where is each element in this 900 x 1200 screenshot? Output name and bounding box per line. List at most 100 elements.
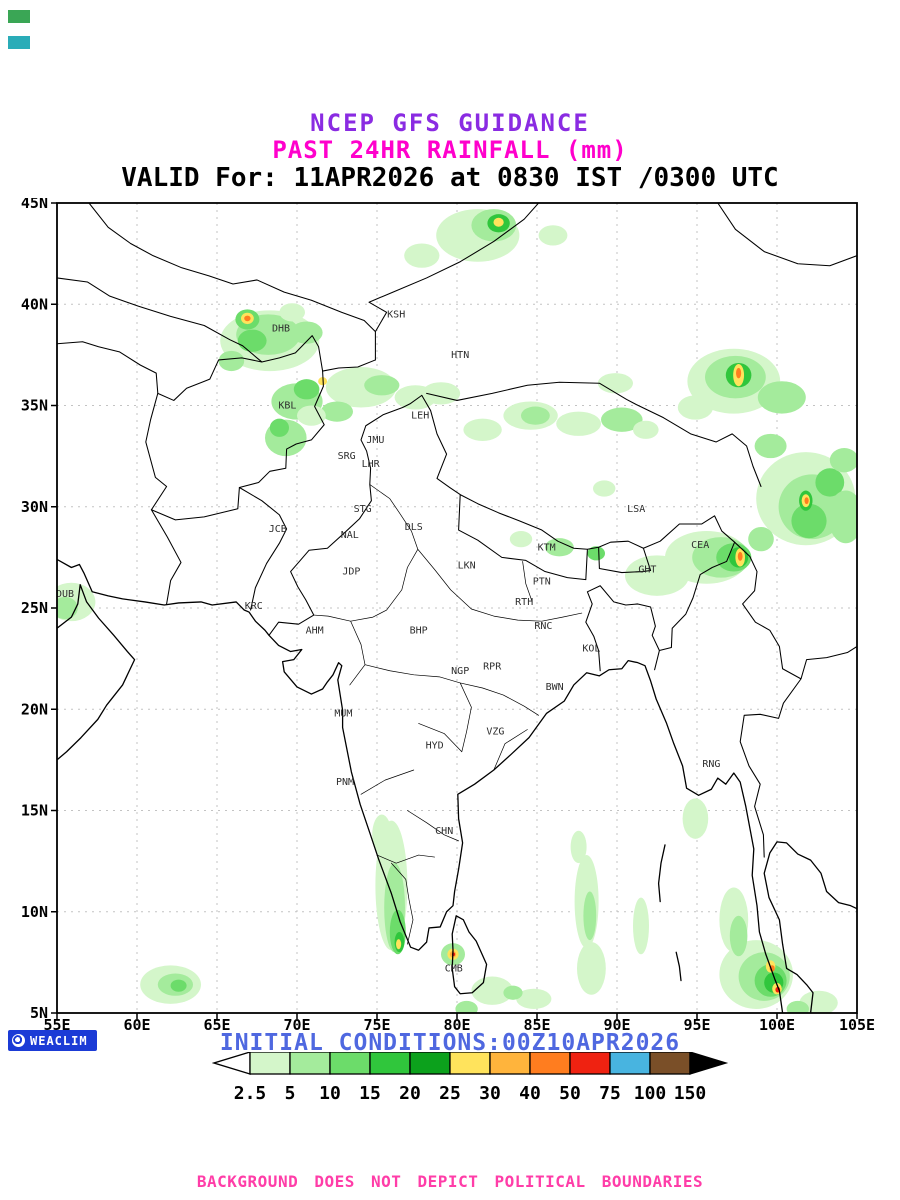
rain-patch xyxy=(237,329,267,352)
rain-patch xyxy=(570,830,587,864)
station-label-dub: DUB xyxy=(56,589,74,600)
station-label-ngp: NGP xyxy=(451,666,469,677)
legend-label: 20 xyxy=(399,1083,421,1104)
color-chip-2 xyxy=(8,36,30,49)
legend-label: 30 xyxy=(479,1083,501,1104)
station-label-kbl: KBL xyxy=(278,401,296,412)
axis-layer: 55E 60E 65E 70E 75E 80E 85E 90E 95E 100E 105E 5N 10N… xyxy=(21,198,875,1034)
coastline-path xyxy=(659,845,681,981)
station-label-rnc: RNC xyxy=(534,621,552,632)
rain-patch xyxy=(577,942,606,995)
rain-patch xyxy=(829,448,857,473)
axis-label-x: 60E xyxy=(123,1016,150,1034)
rain-patch xyxy=(297,405,326,426)
station-label-ptn: PTN xyxy=(533,577,551,588)
weaclim-globe-icon xyxy=(12,1034,25,1047)
station-label-rth: RTH xyxy=(515,597,533,608)
axis-label-x: 100E xyxy=(759,1016,795,1034)
axis-label-x: 105E xyxy=(839,1016,875,1034)
station-label-ght: GHT xyxy=(638,565,656,576)
axis-label-y: 30N xyxy=(21,498,48,516)
axis-label-y: 40N xyxy=(21,295,48,313)
rain-patch xyxy=(587,546,605,561)
station-label-lkn: LKN xyxy=(458,560,476,571)
station-label-htn: HTN xyxy=(451,350,469,361)
legend-label: 2.5 xyxy=(234,1083,267,1104)
rain-patch xyxy=(521,406,550,425)
coastline-path xyxy=(57,585,135,760)
rain-patch xyxy=(404,243,440,268)
station-label-jcb: JCB xyxy=(269,524,287,535)
station-label-vzg: VZG xyxy=(486,727,504,738)
legend-label: 100 xyxy=(634,1083,667,1104)
rain-patch xyxy=(583,891,597,941)
legend-label: 75 xyxy=(599,1083,621,1104)
product-title: NCEP GFS GUIDANCE xyxy=(310,109,590,137)
color-chip-1 xyxy=(8,10,30,23)
rain-patch xyxy=(493,217,504,227)
rain-patch xyxy=(737,551,743,561)
station-label-chn: CHN xyxy=(435,826,453,837)
station-label-dhb: DHB xyxy=(272,324,290,335)
station-layer: KSH DHB HTN KBL LEH JMU SRG LHR STG JCB NAL DLS KTM L… xyxy=(56,309,720,974)
basemap-lines-layer xyxy=(57,203,857,1013)
axis-label-x: 55E xyxy=(43,1016,70,1034)
legend-label: 50 xyxy=(559,1083,581,1104)
station-label-ksh: KSH xyxy=(387,309,405,320)
rain-patch xyxy=(244,315,251,322)
station-label-krc: KRC xyxy=(245,601,263,612)
disclaimer-text: BACKGROUND DOES NOT DEPICT POLITICAL BOU… xyxy=(196,1172,704,1191)
legend-cell xyxy=(489,1052,531,1075)
coastline-path xyxy=(57,559,783,1013)
station-label-cmb: CMB xyxy=(445,963,463,974)
country-border-path xyxy=(57,342,181,604)
legend-cell xyxy=(329,1052,371,1075)
axis-label-x: 85E xyxy=(523,1016,550,1034)
rain-patch xyxy=(290,321,323,344)
rain-patch xyxy=(364,375,400,396)
station-label-srg: SRG xyxy=(338,451,356,462)
country-border-path xyxy=(586,586,660,671)
valid-time: VALID For: 11APR2026 at 0830 IST /0300 U… xyxy=(121,162,779,193)
station-label-mum: MUM xyxy=(334,708,352,719)
rain-patch xyxy=(601,407,643,432)
country-border-path xyxy=(422,395,735,579)
station-label-jmu: JMU xyxy=(366,435,384,446)
rain-patch xyxy=(545,538,574,557)
axis-label-y: 20N xyxy=(21,700,48,718)
country-border-path xyxy=(57,203,857,362)
legend-label: 25 xyxy=(439,1083,461,1104)
station-label-lhr: LHR xyxy=(362,459,381,470)
rainfall-shading-layer xyxy=(57,209,857,1013)
rain-patch xyxy=(170,979,187,992)
rain-patch xyxy=(633,420,659,439)
axis-label-y: 10N xyxy=(21,903,48,921)
rain-patch xyxy=(682,798,709,839)
station-label-pnm: PNM xyxy=(336,777,354,788)
station-label-leh: LEH xyxy=(411,411,429,422)
legend-cell xyxy=(369,1052,411,1075)
legend-cell xyxy=(289,1052,331,1075)
coastline-path xyxy=(452,916,486,994)
country-border-path xyxy=(659,542,857,857)
country-border-path xyxy=(239,488,286,611)
rain-patch xyxy=(218,350,245,372)
station-label-rpr: RPR xyxy=(483,662,502,673)
plot-frame xyxy=(56,202,858,1014)
weaclim-logo: WEACLIM xyxy=(8,1030,97,1051)
rain-patch xyxy=(597,373,633,394)
weaclim-logo-text: WEACLIM xyxy=(30,1033,88,1048)
legend-cell xyxy=(449,1052,491,1075)
legend-arrow-right xyxy=(689,1052,729,1075)
rainfall-legend: 2.5 5 10 15 20 25 30 40 50 75 100 150 xyxy=(0,1052,900,1108)
legend-label: 40 xyxy=(519,1083,541,1104)
station-label-dls: DLS xyxy=(405,522,423,533)
legend-label: 5 xyxy=(285,1083,296,1104)
rain-patch xyxy=(279,303,305,322)
legend-cell xyxy=(569,1052,611,1075)
legend-cell xyxy=(249,1052,291,1075)
rain-patch xyxy=(396,939,402,950)
legend-label: 10 xyxy=(319,1083,341,1104)
coastline-path xyxy=(764,842,857,1013)
